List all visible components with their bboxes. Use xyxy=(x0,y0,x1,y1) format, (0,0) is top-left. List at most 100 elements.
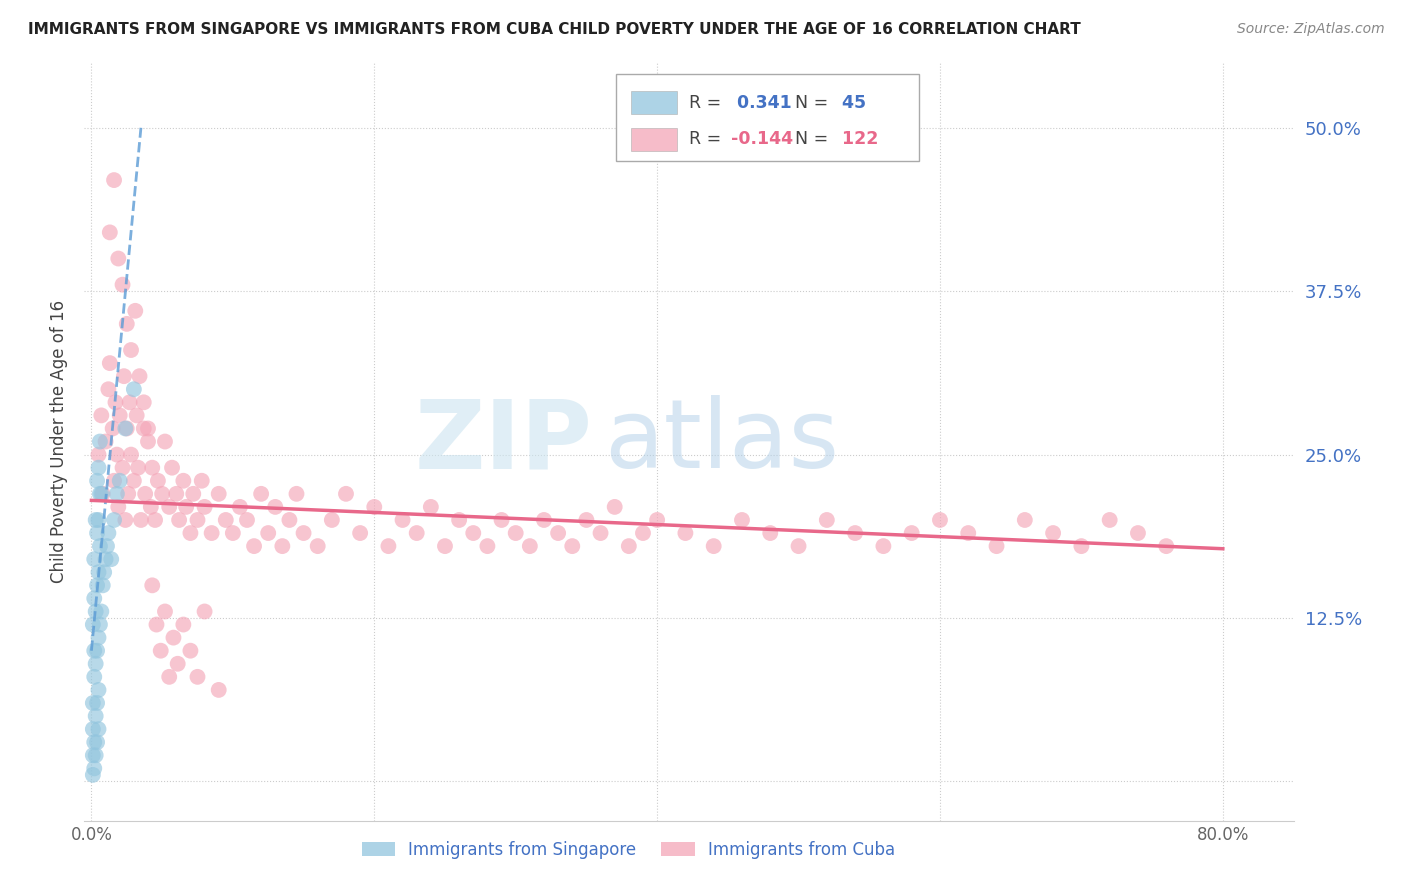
Point xyxy=(86,578,108,592)
Point xyxy=(703,539,725,553)
Point xyxy=(98,356,121,370)
Point xyxy=(94,552,117,566)
Point xyxy=(844,526,866,541)
Point xyxy=(1042,526,1064,541)
Point xyxy=(477,539,499,553)
Point xyxy=(157,500,180,514)
Point xyxy=(257,526,280,541)
Text: -0.144: -0.144 xyxy=(731,130,793,148)
Text: R =: R = xyxy=(689,130,727,148)
Point xyxy=(84,605,107,619)
Point xyxy=(285,487,308,501)
Point xyxy=(90,409,112,423)
Text: atlas: atlas xyxy=(605,395,839,488)
Point xyxy=(759,526,782,541)
Point xyxy=(215,513,238,527)
FancyBboxPatch shape xyxy=(631,91,676,114)
Text: N =: N = xyxy=(796,94,834,112)
Point xyxy=(222,526,245,541)
Point xyxy=(86,526,108,541)
Point xyxy=(105,487,128,501)
Point xyxy=(271,539,294,553)
Point xyxy=(141,460,163,475)
Point xyxy=(815,513,838,527)
Point xyxy=(103,173,125,187)
Point xyxy=(986,539,1008,553)
Point xyxy=(167,513,190,527)
Point xyxy=(174,500,197,514)
Point xyxy=(153,605,176,619)
Point xyxy=(150,487,173,501)
Point xyxy=(127,460,149,475)
Point xyxy=(87,448,110,462)
Point xyxy=(149,643,172,657)
Point xyxy=(82,696,104,710)
FancyBboxPatch shape xyxy=(631,128,676,151)
Point xyxy=(1126,526,1149,541)
Point xyxy=(97,382,120,396)
Point xyxy=(1014,513,1036,527)
Point xyxy=(115,317,138,331)
Point xyxy=(136,421,159,435)
Text: N =: N = xyxy=(796,130,834,148)
Point xyxy=(128,369,150,384)
Point xyxy=(108,474,131,488)
Point xyxy=(91,578,114,592)
Point xyxy=(645,513,668,527)
Point xyxy=(186,513,208,527)
Point xyxy=(957,526,980,541)
Point xyxy=(107,252,129,266)
Point xyxy=(145,617,167,632)
Point xyxy=(82,617,104,632)
Text: 0.341: 0.341 xyxy=(731,94,792,112)
Point xyxy=(349,526,371,541)
Point xyxy=(132,421,155,435)
Point xyxy=(243,539,266,553)
Point xyxy=(87,631,110,645)
Point xyxy=(165,487,187,501)
Text: ZIP: ZIP xyxy=(415,395,592,488)
Point xyxy=(122,474,145,488)
Point xyxy=(84,748,107,763)
Point xyxy=(146,474,169,488)
Point xyxy=(162,631,184,645)
Point xyxy=(129,513,152,527)
Point xyxy=(731,513,754,527)
Point xyxy=(87,513,110,527)
Text: R =: R = xyxy=(689,94,727,112)
Point xyxy=(491,513,513,527)
Point xyxy=(575,513,598,527)
Point xyxy=(872,539,894,553)
Point xyxy=(603,500,626,514)
Point xyxy=(82,768,104,782)
Point xyxy=(547,526,569,541)
Point xyxy=(505,526,527,541)
Point xyxy=(93,566,115,580)
Point xyxy=(463,526,485,541)
Point xyxy=(96,539,118,553)
Point xyxy=(100,552,122,566)
Point xyxy=(519,539,541,553)
Point xyxy=(104,395,127,409)
Point xyxy=(673,526,696,541)
Point xyxy=(186,670,208,684)
Point xyxy=(1070,539,1092,553)
Point xyxy=(86,643,108,657)
Point xyxy=(141,578,163,592)
Point xyxy=(89,434,111,449)
Point xyxy=(589,526,612,541)
Point xyxy=(172,474,194,488)
Text: Source: ZipAtlas.com: Source: ZipAtlas.com xyxy=(1237,22,1385,37)
Point xyxy=(97,526,120,541)
Point xyxy=(157,670,180,684)
Point xyxy=(90,605,112,619)
Point xyxy=(181,487,204,501)
Point xyxy=(107,500,129,514)
Point xyxy=(98,226,121,240)
Point xyxy=(87,722,110,736)
Point xyxy=(114,513,136,527)
Point xyxy=(82,748,104,763)
Point xyxy=(120,448,142,462)
Point xyxy=(229,500,252,514)
Point xyxy=(101,421,124,435)
